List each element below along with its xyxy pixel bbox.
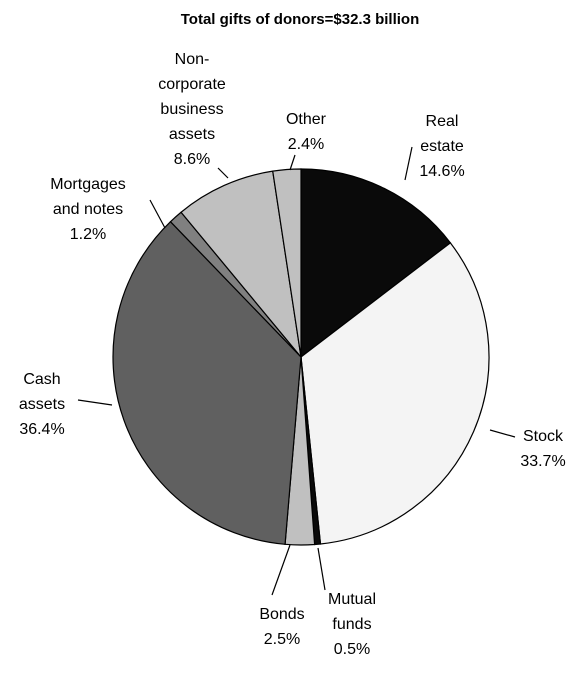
chart-title: Total gifts of donors=$32.3 billion [181,11,420,28]
pie-slice [300,168,452,359]
label-line: Cash [23,371,60,388]
leader-line [404,146,413,181]
label-line: assets [19,396,65,413]
slice-label: Stock [523,428,564,445]
leader-line [317,547,326,591]
label-line: assets [169,126,215,143]
leader-line [77,399,113,406]
slice-label: Non-corporate business assets [158,51,226,143]
label-line: and notes [53,201,123,218]
pie-slice [300,242,490,545]
label-line: Mortgages [50,176,126,193]
label-line: Stock [523,428,564,445]
label-line: Other [286,111,327,128]
label-line: corporate [158,76,226,93]
label-line: Bonds [259,606,304,623]
value-label: 2.5% [264,631,300,648]
value-label: 36.4% [19,421,64,438]
slice-label: Real estate [420,113,464,155]
leader-line [217,167,229,179]
slice-label: Other [286,111,327,128]
value-label: 2.4% [288,136,324,153]
slice-label: Bonds [259,606,304,623]
label-line: estate [420,138,464,155]
pie-slice [112,220,302,545]
leader-line [271,544,291,596]
value-label: 14.6% [419,163,464,180]
label-line: Mutual [328,591,376,608]
leader-line [489,429,516,438]
pie-slice [272,168,302,358]
leader-line [149,199,166,229]
value-label: 8.6% [174,151,210,168]
value-label: 0.5% [334,641,370,658]
label-line: business [160,101,223,118]
slice-label: Mutual funds [328,591,376,633]
value-label: 1.2% [70,226,106,243]
value-label: 33.7% [520,453,565,470]
slice-label: Mortgages and notes [50,176,126,218]
label-line: Real [426,113,459,130]
label-line: Non- [175,51,210,68]
label-line: funds [332,616,371,633]
leader-line [289,154,296,171]
pie-slice [180,170,302,360]
slice-label: Cash assets [19,371,65,413]
